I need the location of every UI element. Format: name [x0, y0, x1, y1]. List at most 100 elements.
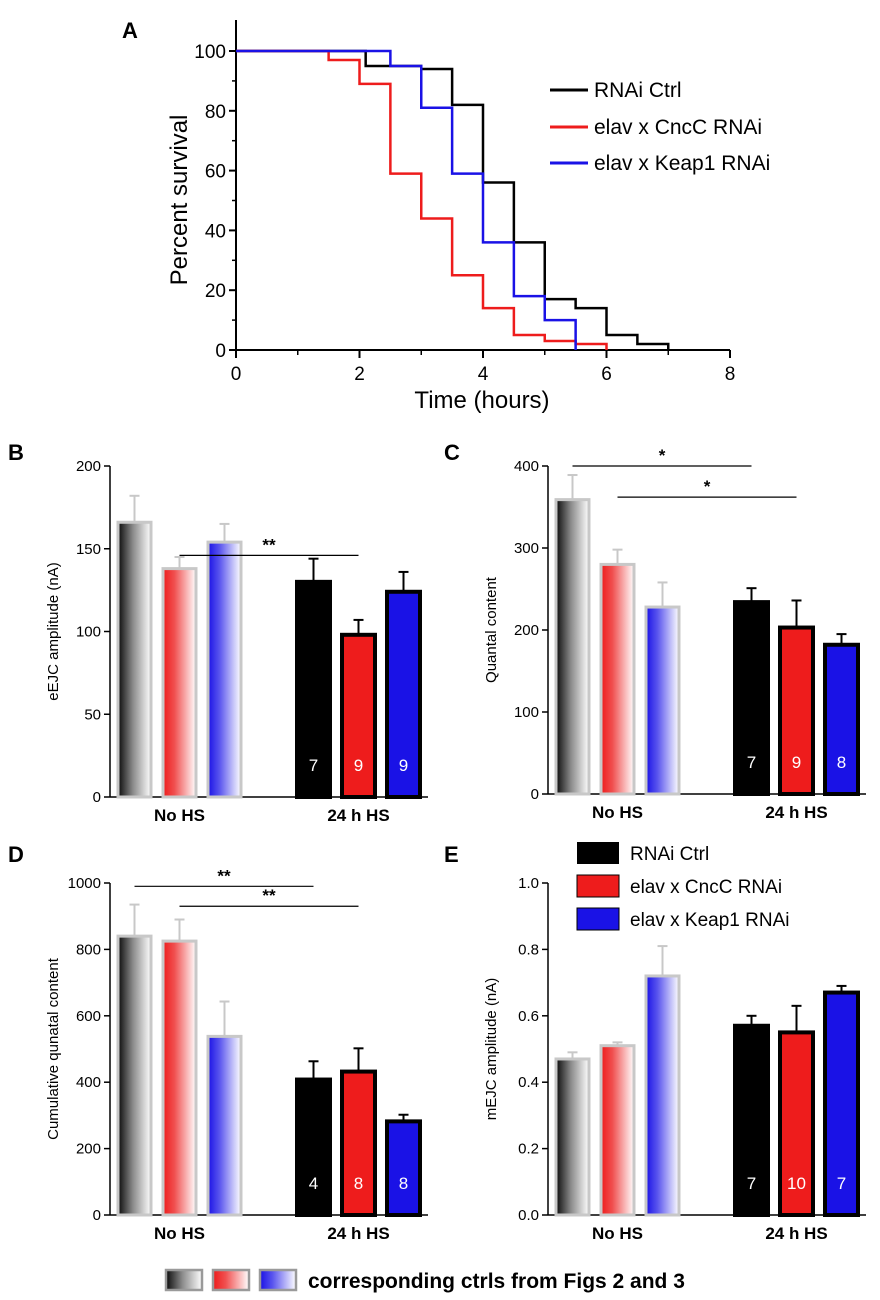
panel-a-series — [236, 49, 670, 350]
y-tick-label: 1.0 — [518, 875, 539, 892]
group-label: No HS — [592, 1224, 643, 1243]
group-label: No HS — [154, 1224, 205, 1243]
y-tick-label: 400 — [514, 458, 539, 475]
legend-ctrl-label: RNAi Ctrl — [594, 79, 682, 102]
bar-nohs-ctrl — [116, 520, 153, 799]
y-tick-label: 0.0 — [518, 1207, 539, 1224]
panel-a-ylabel: Percent survival — [166, 115, 193, 286]
group-label: 24 h HS — [765, 1224, 827, 1243]
panel-label-c: C — [444, 440, 460, 465]
y-tick-label: 0.4 — [518, 1074, 539, 1091]
group-label: No HS — [592, 803, 643, 822]
footer-text: corresponding ctrls from Figs 2 and 3 — [308, 1270, 685, 1293]
y-tick-label: 150 — [76, 541, 101, 558]
bar-24h-keap1 — [385, 1119, 422, 1217]
y-axis-label: Quantal content — [483, 576, 500, 683]
bar-24h-cncc — [340, 632, 377, 799]
panel-a-xtick-label: 6 — [601, 364, 612, 385]
legend-swatch-keap1 — [576, 907, 620, 931]
panel-d-cumulative-chart: D 0 200 400 600 800 1000 Cumulative qunatal co… — [8, 842, 428, 1243]
n-label: 8 — [837, 753, 846, 772]
group-label: 24 h HS — [327, 806, 389, 825]
significance-marker: ** — [217, 866, 231, 885]
bar-nohs-keap1 — [644, 974, 681, 1217]
y-tick-label: 800 — [76, 941, 101, 958]
n-label: 7 — [837, 1174, 846, 1193]
panel-a-ytick-label: 40 — [205, 221, 226, 242]
panel-a-xtick-label: 0 — [231, 364, 242, 385]
panel-a-ytick-label: 60 — [205, 162, 226, 183]
n-label: 8 — [399, 1174, 408, 1193]
footer-swatch-keap1 — [258, 1268, 298, 1292]
y-axis-label: eEJC amplitude (nA) — [45, 562, 62, 700]
legend-e-cncc-label: elav x CncC RNAi — [630, 877, 782, 898]
y-tick-label: 0.2 — [518, 1141, 539, 1158]
legend-swatch-cncc — [576, 874, 620, 898]
survival-line-cncc — [236, 49, 608, 350]
bar-nohs-cncc — [161, 939, 198, 1217]
bar-nohs-keap1 — [206, 540, 243, 799]
panel-a-xtick-label: 8 — [725, 364, 736, 385]
bar-24h-keap1 — [823, 990, 860, 1217]
panel-b-eejc-chart: B 0 50 100 150 200 eEJC amplitude (nA) No HS 7 9… — [8, 440, 428, 825]
y-tick-label: 0 — [531, 786, 539, 803]
legend-cncc-label: elav x CncC RNAi — [594, 116, 762, 139]
y-tick-label: 50 — [84, 706, 101, 723]
y-tick-label: 300 — [514, 540, 539, 557]
panel-a-xtick-label: 4 — [478, 364, 489, 385]
n-label: 9 — [792, 753, 801, 772]
bar-nohs-cncc — [599, 562, 636, 796]
y-tick-label: 400 — [76, 1074, 101, 1091]
bar-nohs-cncc — [161, 567, 198, 799]
n-label: 10 — [787, 1174, 806, 1193]
survival-line-keap1 — [236, 49, 577, 350]
y-tick-label: 600 — [76, 1008, 101, 1025]
n-label: 7 — [309, 756, 318, 775]
panel-a-ytick-label: 0 — [215, 341, 226, 362]
panel-a-axes: 0 20 40 60 80 100 0 2 4 6 8 — [194, 20, 735, 385]
bar-24h-cncc — [340, 1069, 377, 1218]
y-tick-label: 200 — [76, 1141, 101, 1158]
significance-marker: ** — [262, 886, 276, 905]
group-label: No HS — [154, 806, 205, 825]
panel-e-mejc-chart: E RNAi Ctrl elav x CncC RNAi elav x Keap… — [444, 842, 866, 1243]
y-axis-label: Cumulative qunatal content — [45, 957, 62, 1140]
panel-label-b: B — [8, 440, 24, 465]
bar-nohs-cncc — [599, 1044, 636, 1217]
panel-label-a: A — [122, 18, 138, 43]
footer-swatch-cncc — [211, 1268, 251, 1292]
panel-label-e: E — [444, 842, 459, 867]
panel-a-ytick-label: 20 — [205, 281, 226, 302]
bar-nohs-keap1 — [644, 605, 681, 796]
y-axis-label: mEJC amplitude (nA) — [483, 978, 500, 1121]
footer-legend: corresponding ctrls from Figs 2 and 3 — [164, 1268, 685, 1293]
bar-nohs-ctrl — [554, 1057, 591, 1217]
legend-keap1-label: elav x Keap1 RNAi — [594, 152, 770, 175]
y-tick-label: 100 — [76, 624, 101, 641]
n-label: 7 — [747, 1174, 756, 1193]
bar-nohs-keap1 — [206, 1034, 243, 1217]
bar-24h-keap1 — [385, 589, 422, 800]
y-tick-label: 0.6 — [518, 1008, 539, 1025]
n-label: 9 — [354, 756, 363, 775]
y-tick-label: 200 — [76, 458, 101, 475]
y-tick-label: 200 — [514, 622, 539, 639]
footer-swatch-ctrl — [164, 1268, 204, 1292]
bar-24h-keap1 — [823, 642, 860, 797]
significance-marker: * — [704, 477, 711, 496]
bar-24h-ctrl — [733, 600, 770, 796]
legend-e-ctrl-label: RNAi Ctrl — [630, 844, 709, 865]
panel-a-ytick-label: 100 — [194, 42, 226, 63]
panel-a-ytick-label: 80 — [205, 102, 226, 123]
significance-marker: * — [659, 446, 666, 465]
y-tick-label: 1000 — [68, 875, 101, 892]
panel-a-survival-plot: A 0 20 40 60 80 100 0 2 4 6 8 Time (hours) Percent… — [122, 18, 770, 414]
group-label: 24 h HS — [765, 803, 827, 822]
panel-a-legend: RNAi Ctrl elav x CncC RNAi elav x Keap1 … — [550, 79, 770, 175]
n-label: 8 — [354, 1174, 363, 1193]
bar-24h-ctrl — [733, 1023, 770, 1218]
y-tick-label: 0.8 — [518, 941, 539, 958]
panel-a-xlabel: Time (hours) — [414, 387, 549, 414]
bar-nohs-ctrl — [116, 934, 153, 1217]
